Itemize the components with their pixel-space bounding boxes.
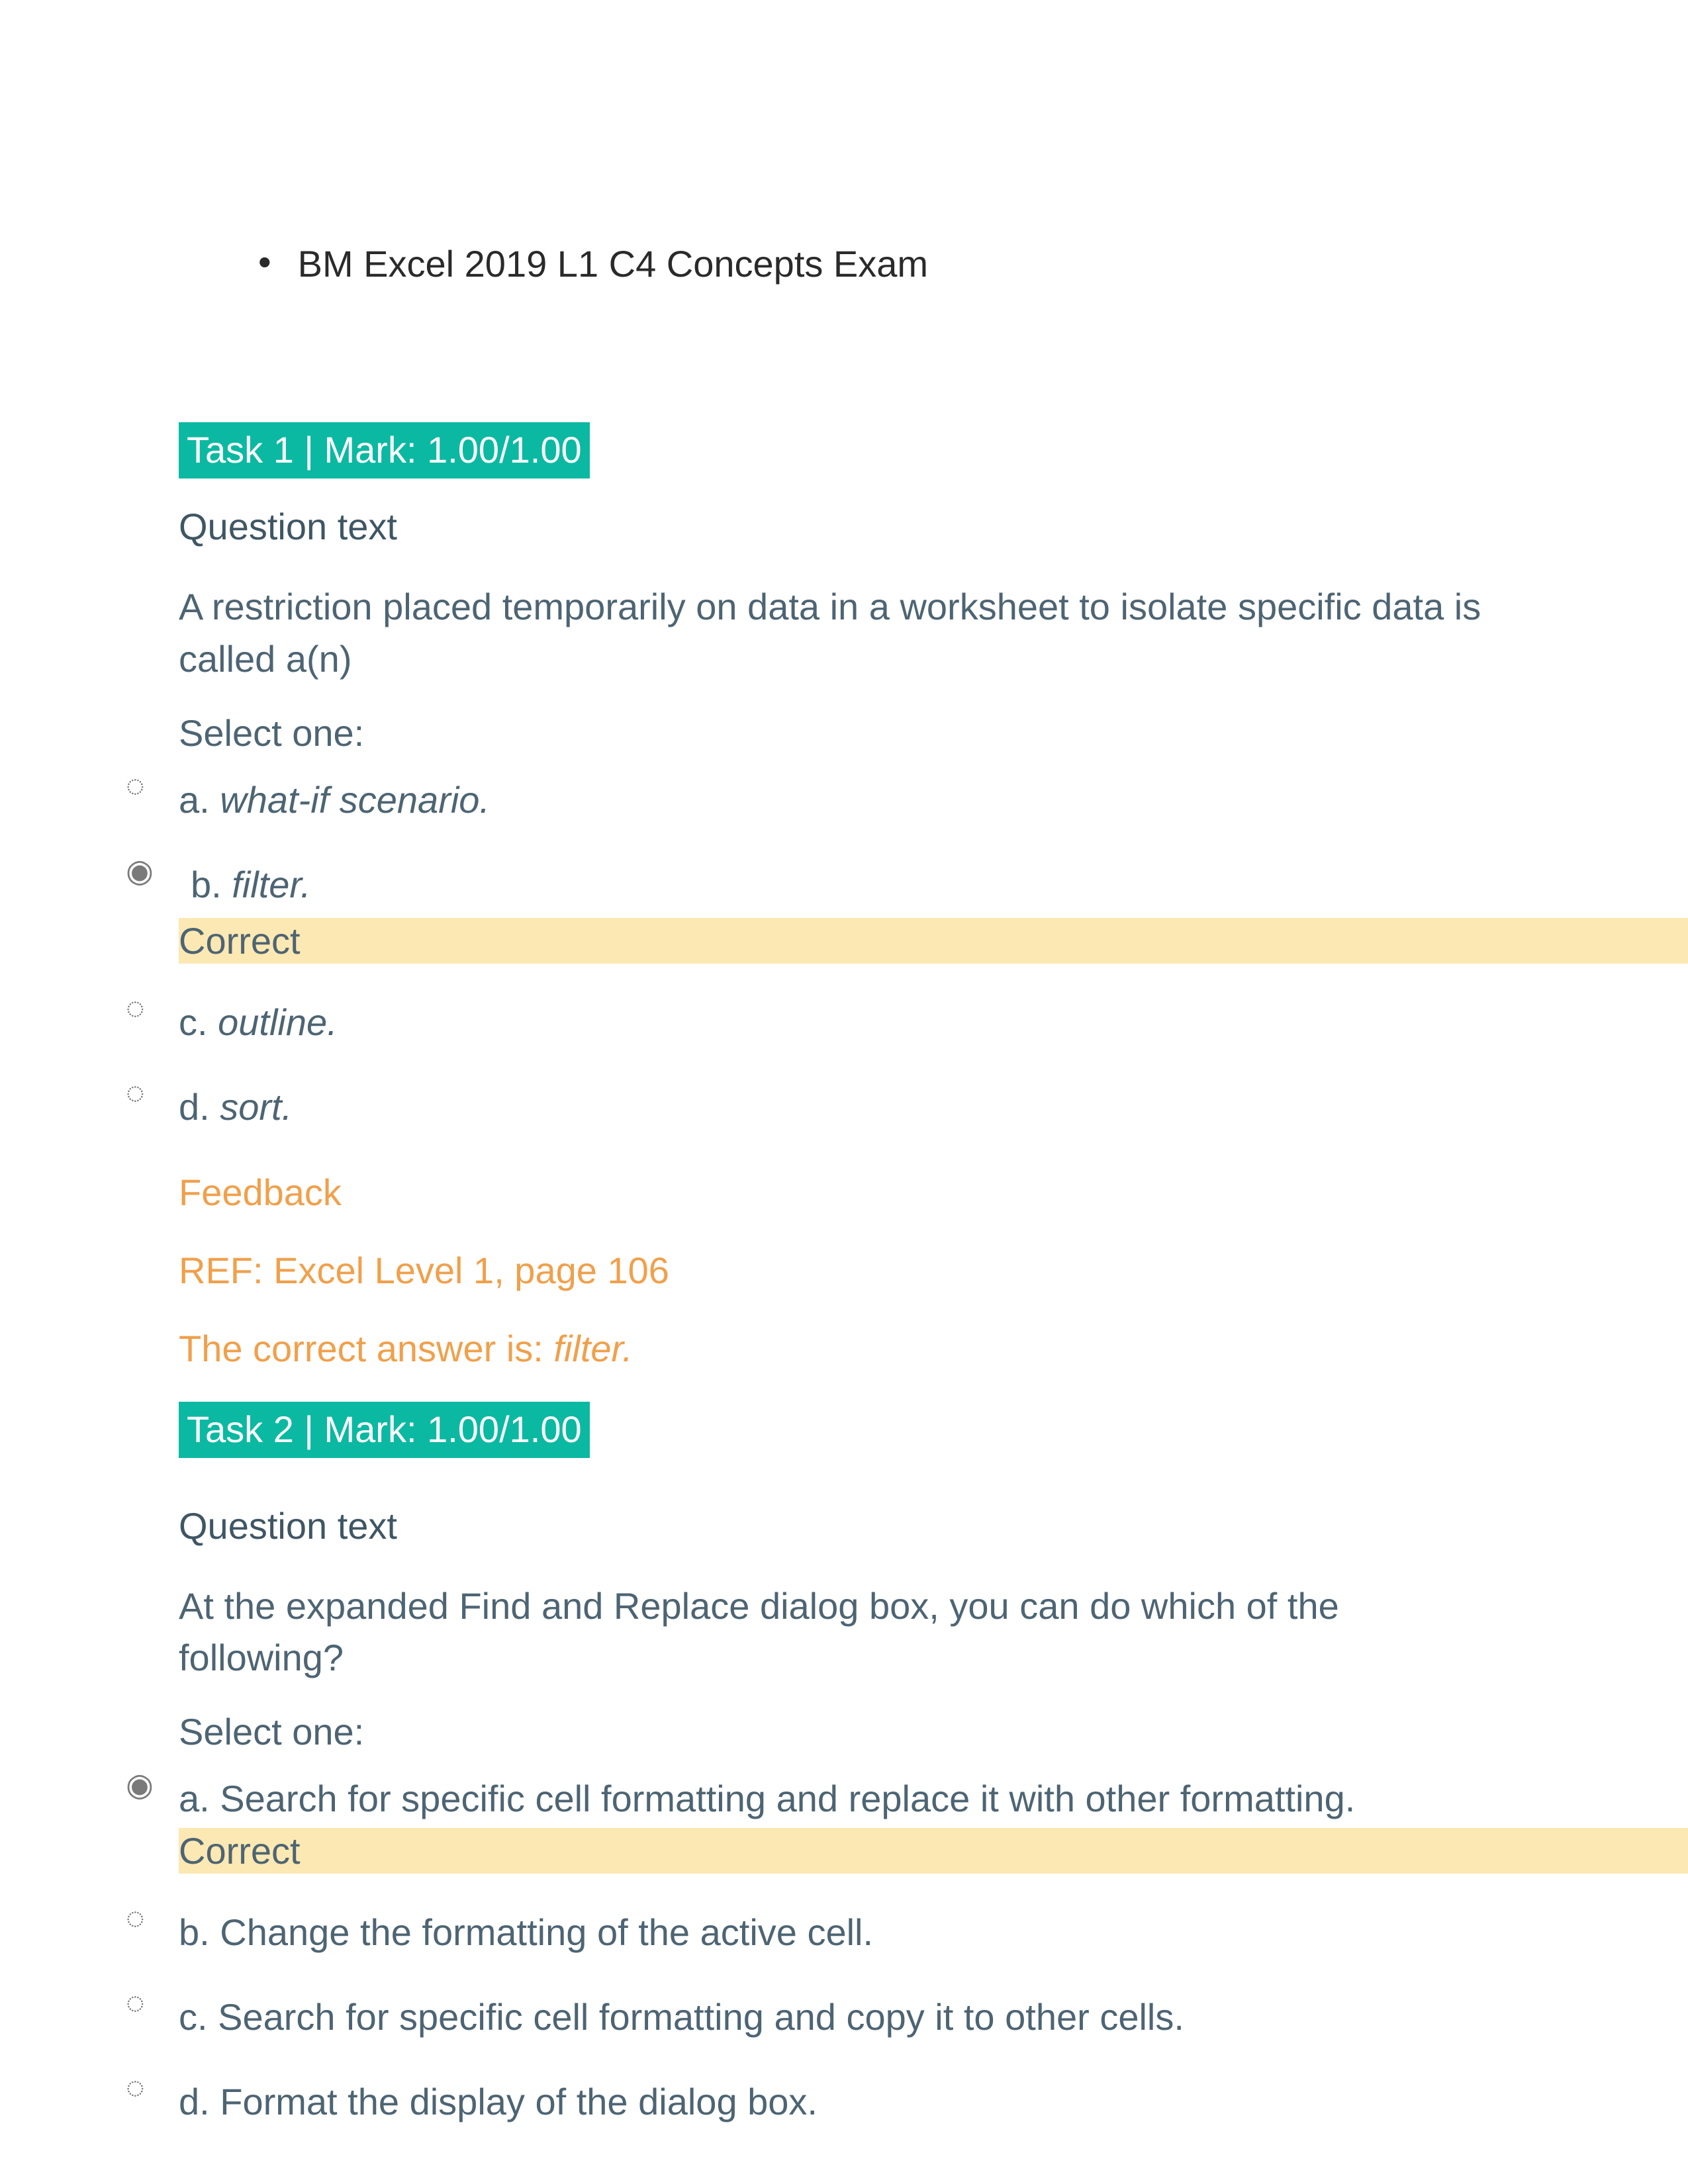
- select-one-label: Select one:: [179, 711, 1509, 754]
- option-prefix: c.: [179, 1001, 218, 1043]
- option-text: d. sort.: [179, 1081, 1509, 1133]
- task-1-badge: Task 1 | Mark: 1.00/1.00: [179, 422, 590, 478]
- option-text: c. Search for specific cell formatting a…: [179, 1991, 1509, 2043]
- radio-selected-icon: ◉: [126, 852, 154, 889]
- option-value: sort.: [220, 1086, 292, 1128]
- option-prefix: b.: [179, 1911, 220, 1953]
- task-2-option-d[interactable]: ◌ d. Format the display of the dialog bo…: [179, 2076, 1509, 2128]
- option-text: b. filter.: [179, 859, 1509, 911]
- task-2-question: At the expanded Find and Replace dialog …: [179, 1580, 1509, 1684]
- feedback-answer-prefix: The correct answer is:: [179, 1328, 553, 1369]
- option-prefix: d.: [179, 1086, 220, 1128]
- feedback-answer: The correct answer is: filter.: [179, 1323, 1509, 1375]
- radio-icon: ◌: [126, 1985, 145, 2021]
- correct-indicator: Correct: [179, 918, 1688, 964]
- task-2-option-a[interactable]: ◉ a. Search for specific cell formatting…: [179, 1773, 1509, 1825]
- feedback-answer-value: filter.: [553, 1328, 632, 1369]
- correct-indicator: Correct: [179, 1828, 1688, 1874]
- option-prefix: b.: [191, 864, 232, 905]
- option-prefix: a.: [179, 779, 220, 821]
- option-value: Format the display of the dialog box.: [220, 2081, 818, 2122]
- task-1-option-c[interactable]: ◌ c. outline.: [179, 997, 1509, 1048]
- task-1-question: A restriction placed temporarily on data…: [179, 581, 1509, 685]
- option-value: Search for specific cell formatting and …: [218, 1996, 1184, 2038]
- bullet-icon: •: [258, 244, 271, 281]
- option-text: b. Change the formatting of the active c…: [179, 1907, 1509, 1958]
- radio-icon: ◌: [126, 1075, 145, 1111]
- option-value: what-if scenario.: [220, 779, 490, 821]
- option-value: outline.: [218, 1001, 338, 1043]
- option-value: Search for specific cell formatting and …: [220, 1778, 1355, 1819]
- page: • BM Excel 2019 L1 C4 Concepts Exam Task…: [0, 0, 1688, 2184]
- option-prefix: a.: [179, 1778, 220, 1819]
- radio-icon: ◌: [126, 990, 145, 1026]
- option-text: a. Search for specific cell formatting a…: [179, 1773, 1509, 1825]
- select-one-label: Select one:: [179, 1710, 1509, 1753]
- task-1: Task 1 | Mark: 1.00/1.00 Question text A…: [179, 422, 1509, 1375]
- radio-icon: ◌: [126, 1900, 145, 1936]
- radio-selected-icon: ◉: [126, 1766, 154, 1803]
- task-1-option-a[interactable]: ◌ a. what-if scenario.: [179, 774, 1509, 826]
- task-2: Task 2 | Mark: 1.00/1.00 Question text A…: [179, 1402, 1509, 2128]
- radio-icon: ◌: [126, 2070, 145, 2106]
- option-value: filter.: [232, 864, 310, 905]
- task-2-option-b[interactable]: ◌ b. Change the formatting of the active…: [179, 1907, 1509, 1958]
- title-row: • BM Excel 2019 L1 C4 Concepts Exam: [258, 238, 1509, 290]
- option-text: c. outline.: [179, 997, 1509, 1048]
- option-prefix: c.: [179, 1996, 218, 2038]
- task-1-feedback: Feedback REF: Excel Level 1, page 106 Th…: [179, 1167, 1509, 1375]
- option-value: Change the formatting of the active cell…: [220, 1911, 873, 1953]
- radio-icon: ◌: [126, 768, 145, 804]
- question-text-label: Question text: [179, 505, 1509, 548]
- option-text: d. Format the display of the dialog box.: [179, 2076, 1509, 2128]
- option-text: a. what-if scenario.: [179, 774, 1509, 826]
- exam-title: BM Excel 2019 L1 C4 Concepts Exam: [298, 238, 928, 290]
- option-prefix: d.: [179, 2081, 220, 2122]
- task-2-option-c[interactable]: ◌ c. Search for specific cell formatting…: [179, 1991, 1509, 2043]
- task-1-option-d[interactable]: ◌ d. sort.: [179, 1081, 1509, 1133]
- question-text-label: Question text: [179, 1504, 1509, 1547]
- task-2-badge: Task 2 | Mark: 1.00/1.00: [179, 1402, 590, 1458]
- feedback-ref: REF: Excel Level 1, page 106: [179, 1245, 1509, 1297]
- feedback-label: Feedback: [179, 1167, 1509, 1218]
- task-1-option-b[interactable]: ◉ b. filter.: [179, 859, 1509, 911]
